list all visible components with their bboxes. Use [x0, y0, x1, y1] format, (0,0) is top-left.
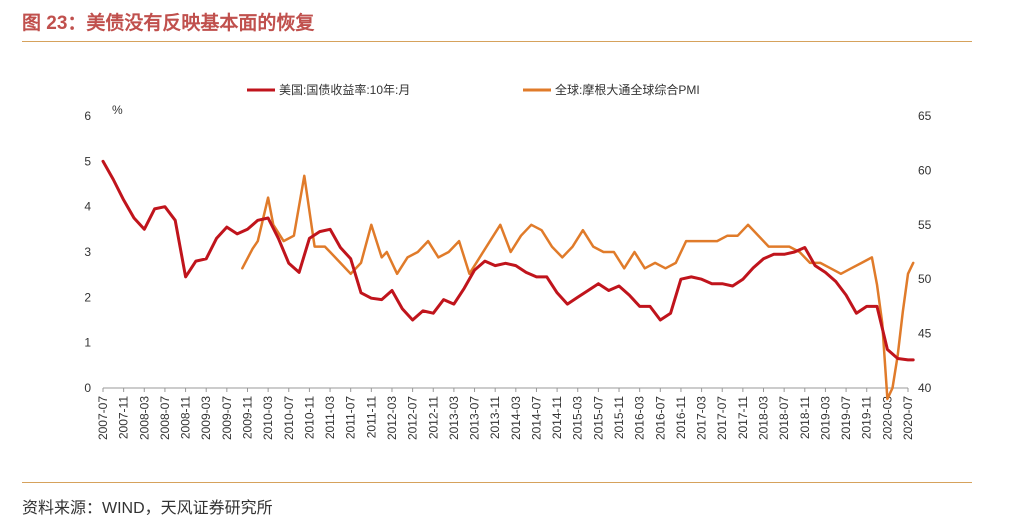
- x-tick-label: 2012-03: [385, 396, 399, 440]
- legend-label-pmi: 全球:摩根大通全球综合PMI: [555, 82, 700, 97]
- y-left-tick-label: 5: [84, 154, 91, 168]
- x-tick-label: 2012-11: [426, 396, 440, 439]
- us10y-series-line: [101, 159, 915, 362]
- x-tick-label: 2014-07: [529, 396, 543, 440]
- source-divider: [22, 482, 972, 483]
- x-tick-label: 2007-07: [96, 396, 110, 440]
- x-tick-label: 2010-11: [302, 396, 316, 439]
- y-right-tick-label: 60: [918, 163, 932, 177]
- x-tick-label: 2008-11: [179, 396, 193, 439]
- x-tick-label: 2019-03: [818, 396, 832, 440]
- x-tick-label: 2009-11: [240, 396, 254, 439]
- y-right-tick-label: 65: [918, 109, 932, 123]
- y-right-tick-label: 40: [918, 381, 932, 395]
- y-left-tick-label: 6: [84, 109, 91, 123]
- y-right-tick-label: 50: [918, 272, 932, 286]
- y-right-tick-label: 55: [918, 218, 932, 232]
- series-lines: [101, 159, 915, 401]
- x-tick-label: 2020-07: [901, 396, 915, 440]
- figure-title: 图 23：美债没有反映基本面的恢复: [22, 13, 315, 34]
- x-tick-label: 2014-03: [509, 396, 523, 440]
- x-tick-label: 2013-03: [447, 396, 461, 440]
- right-y-axis-ticks: 40 45 50 55 60 65: [918, 109, 932, 395]
- legend-label-us10y: 美国:国债收益率:10年:月: [279, 82, 410, 97]
- x-tick-label: 2014-11: [550, 396, 564, 439]
- x-tick-label: 2008-07: [158, 396, 172, 440]
- y-left-tick-label: 3: [84, 245, 91, 259]
- x-tick-label: 2016-11: [674, 396, 688, 439]
- x-tick-label: 2009-07: [220, 396, 234, 440]
- left-y-axis-ticks: 0 1 2 3 4 5 6: [84, 109, 91, 395]
- x-tick-label: 2018-03: [757, 396, 771, 440]
- legend: 美国:国债收益率:10年:月 全球:摩根大通全球综合PMI: [247, 82, 700, 97]
- x-tick-label: 2011-03: [323, 396, 337, 439]
- y-right-tick-label: 45: [918, 327, 932, 341]
- x-tick-label: 2019-07: [839, 396, 853, 440]
- x-tick-label: 2013-11: [488, 396, 502, 439]
- x-tick-label: 2010-03: [261, 396, 275, 440]
- x-tick-label: 2010-07: [282, 396, 296, 440]
- y-left-tick-label: 0: [84, 381, 91, 395]
- x-tick-label: 2020-03: [880, 396, 894, 440]
- x-tick-label: 2019-11: [860, 396, 874, 439]
- x-tick-label: 2015-03: [571, 396, 585, 440]
- y-axis-unit: %: [112, 103, 123, 117]
- x-tick-label: 2009-03: [199, 396, 213, 440]
- y-left-tick-label: 2: [84, 290, 91, 304]
- x-tick-label: 2008-03: [137, 396, 151, 440]
- x-tick-label: 2007-11: [117, 396, 131, 439]
- x-tick-label: 2015-07: [591, 396, 605, 440]
- x-tick-label: 2012-07: [406, 396, 420, 440]
- y-left-tick-label: 4: [84, 200, 91, 214]
- source-note: 资料来源：WIND，天风证券研究所: [22, 500, 273, 517]
- title-divider: [22, 41, 972, 42]
- x-axis-ticks: 2007-07 2007-11 2008-03 2008-07 2008-11 2009-…: [96, 388, 915, 440]
- x-tick-label: 2011-11: [364, 396, 378, 439]
- x-tick-label: 2016-07: [653, 396, 667, 440]
- pmi-series-line: [241, 174, 915, 401]
- x-tick-label: 2013-07: [468, 396, 482, 440]
- x-tick-label: 2015-11: [612, 396, 626, 439]
- x-tick-label: 2016-03: [633, 396, 647, 440]
- x-tick-label: 2017-11: [736, 396, 750, 439]
- x-tick-label: 2017-07: [715, 396, 729, 440]
- x-tick-label: 2017-03: [695, 396, 709, 440]
- x-tick-label: 2018-07: [777, 396, 791, 440]
- line-chart: 美国:国债收益率:10年:月 全球:摩根大通全球综合PMI % 0123456 …: [84, 82, 932, 440]
- x-tick-label: 2011-07: [344, 396, 358, 439]
- y-left-tick-label: 1: [84, 336, 91, 350]
- x-tick-label: 2018-11: [798, 396, 812, 439]
